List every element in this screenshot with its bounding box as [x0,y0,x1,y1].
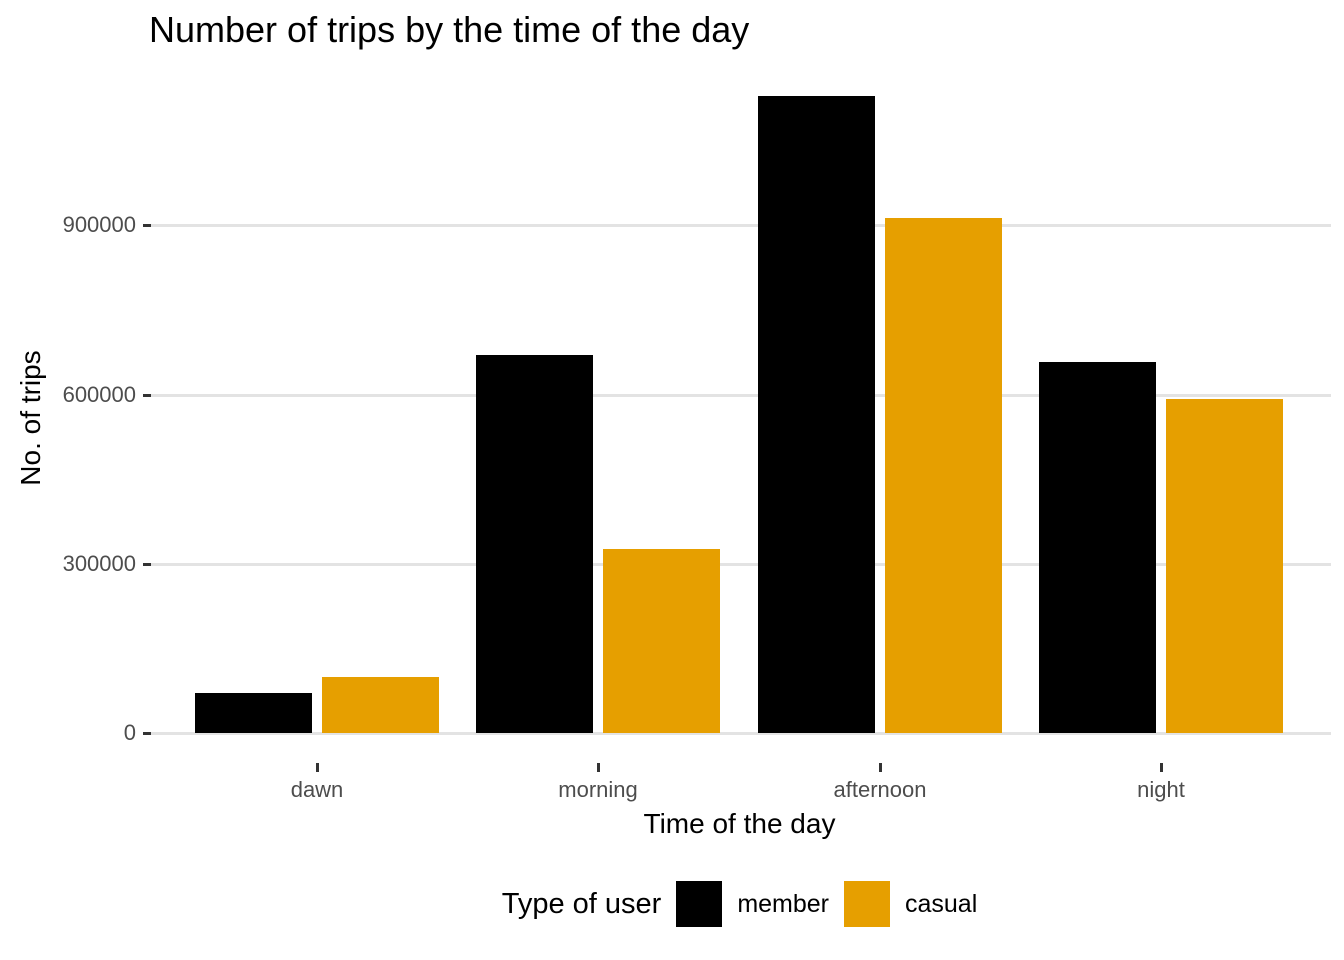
x-tick-mark [1160,763,1163,772]
bar-member-morning [476,355,593,733]
x-tick-mark [879,763,882,772]
x-tick-label-morning: morning [558,777,638,802]
y-tick-mark [143,732,151,735]
legend-label-member: member [737,889,829,918]
legend-swatch-casual [844,881,890,927]
legend: Type of user member casual [148,872,1331,936]
legend-title: Type of user [501,887,662,920]
x-tick-label-afternoon: afternoon [833,777,927,802]
y-tick-mark [143,224,151,227]
bar-member-afternoon [758,96,875,733]
y-gridline [148,563,1331,566]
bar-casual-dawn [322,677,439,733]
y-tick-label: 900000 [62,212,136,237]
bar-casual-night [1166,399,1283,733]
y-tick-label: 600000 [62,382,136,407]
y-tick-mark [143,394,151,397]
bar-member-night [1039,362,1156,733]
bar-member-dawn [195,693,312,733]
x-axis-title: Time of the day [643,808,836,839]
y-tick-label: 0 [123,720,136,745]
bar-casual-afternoon [885,218,1002,733]
x-tick-label-night: night [1137,777,1185,802]
chart-title: Number of trips by the time of the day [149,9,750,50]
legend-swatch-member [676,881,723,927]
x-tick-label-dawn: dawn [290,777,344,802]
y-gridline [148,224,1331,227]
bar-casual-morning [603,549,720,733]
y-gridline [148,394,1331,397]
x-tick-mark [316,763,319,772]
x-tick-mark [597,763,600,772]
y-gridline [148,732,1331,735]
y-tick-mark [143,563,151,566]
y-tick-label: 300000 [62,551,136,576]
legend-items: member casual [676,881,977,927]
y-axis-title: No. of trips [15,350,46,486]
legend-label-casual: casual [905,889,978,918]
